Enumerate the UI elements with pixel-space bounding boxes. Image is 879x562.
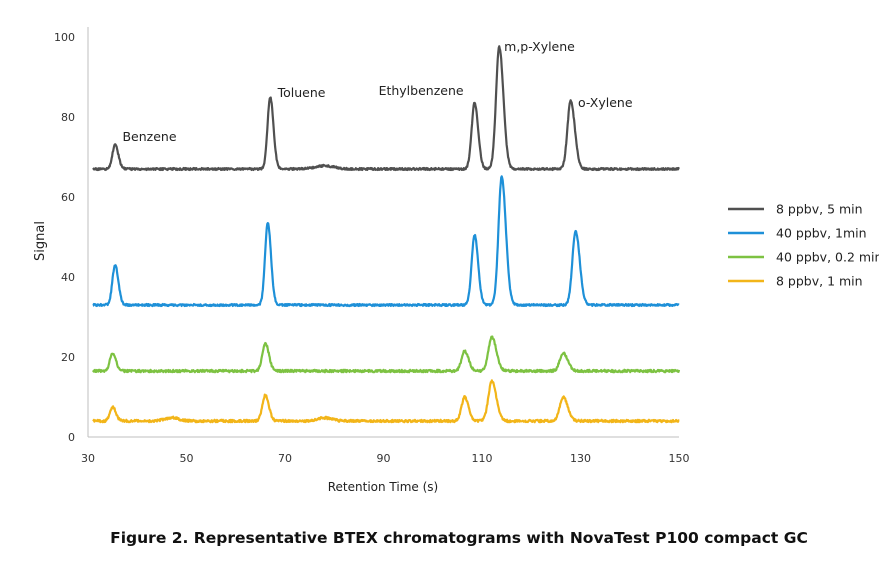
- x-tick-label: 130: [570, 452, 591, 465]
- series-line-3: [92, 335, 681, 374]
- y-tick-label: 0: [68, 431, 75, 444]
- x-tick-label: 110: [472, 452, 493, 465]
- series-lines: [92, 45, 681, 424]
- y-tick-label: 80: [61, 111, 75, 124]
- series-line-2: [92, 175, 680, 308]
- y-tick-label: 40: [61, 271, 75, 284]
- y-tick-label: 20: [61, 351, 75, 364]
- x-tick-label: 70: [278, 452, 292, 465]
- legend: 8 ppbv, 5 min 40 ppbv, 1min 40 ppbv, 0.2 m…: [728, 202, 879, 289]
- peak-annotations: Benzene Toluene Ethylbenzene m,p-Xylene o-Xy…: [122, 39, 632, 144]
- legend-label: 40 ppbv, 1min: [776, 226, 867, 241]
- x-axis-label: Retention Time (s): [328, 480, 438, 494]
- figure-caption: Figure 2. Representative BTEX chromatogr…: [110, 529, 808, 547]
- peak-label: Ethylbenzene: [379, 83, 464, 98]
- peak-label: Benzene: [122, 129, 176, 144]
- y-axis-label: Signal: [33, 221, 48, 261]
- peak-label: Toluene: [277, 85, 326, 100]
- series-line-1: [92, 45, 680, 172]
- legend-label: 40 ppbv, 0.2 min: [776, 250, 879, 265]
- legend-label: 8 ppbv, 1 min: [776, 274, 863, 289]
- legend-label: 8 ppbv, 5 min: [776, 202, 863, 217]
- peak-label: o-Xylene: [578, 95, 633, 110]
- x-tick-label: 30: [81, 452, 95, 465]
- x-tick-label: 150: [669, 452, 690, 465]
- peak-label: m,p-Xylene: [504, 39, 575, 54]
- y-tick-label: 100: [54, 31, 75, 44]
- y-tick-label: 60: [61, 191, 75, 204]
- series-line-4: [92, 379, 680, 424]
- axes: 30 50 70 90 110 130 150 0 20 40 60 80 100: [54, 27, 690, 465]
- x-tick-label: 90: [377, 452, 391, 465]
- x-tick-label: 50: [180, 452, 194, 465]
